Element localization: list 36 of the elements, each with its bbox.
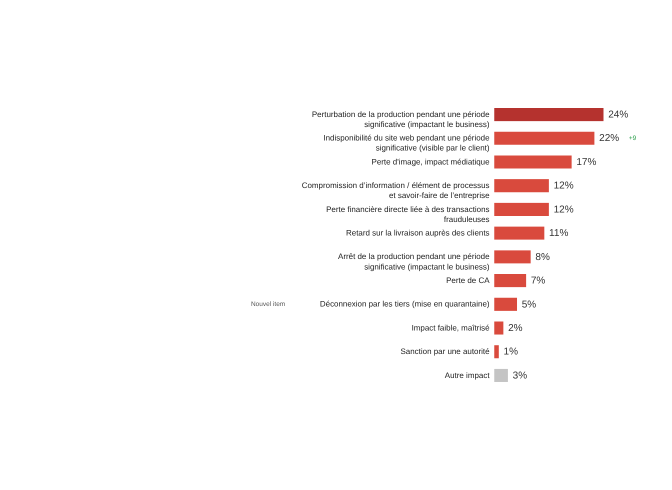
y-tick-label: Autre impact (444, 370, 490, 380)
bar (494, 179, 549, 192)
bar (494, 274, 526, 288)
data-label: 12% (554, 180, 574, 192)
data-label: 5% (522, 299, 536, 310)
bar (494, 250, 531, 264)
data-label: 7% (530, 276, 546, 287)
bar (494, 132, 594, 145)
y-tick-label: Perturbation de la production pendant une période significative (impactant le business) (312, 110, 490, 129)
y-tick-label: Retard sur la livraison auprès des clients (346, 228, 490, 238)
y-tick-label: Indisponibilité du site web pendant une période significative (visible par le client) (323, 134, 490, 153)
bar (494, 108, 604, 122)
bar (494, 345, 499, 358)
y-tick-label: Perte d'image, impact médiatique (372, 157, 490, 166)
bar (494, 202, 549, 216)
bar (494, 226, 544, 240)
data-label: 17% (576, 156, 597, 168)
data-label: 2% (508, 322, 523, 334)
y-tick-label: Compromission d’information / élément de processus et savoir-faire de l’entreprise (302, 181, 490, 200)
data-label: 22% (599, 133, 620, 144)
y-tick-label: Arrêt de la production pendant une période significative (impactant le business) (338, 252, 490, 272)
data-label: 11% (549, 228, 568, 240)
data-label: 3% (512, 370, 528, 382)
y-tick-label: Déconnexion par les tiers (mise en quarantaine) (320, 300, 490, 309)
y-tick-label: Sanction par une autorité (400, 347, 490, 356)
data-label: 1% (504, 346, 518, 358)
bar (494, 298, 518, 311)
y-tick-label: Perte de CA (446, 276, 490, 285)
data-label: 8% (535, 252, 550, 263)
y-tick-label: Impact faible, maîtrisé (412, 323, 490, 332)
bar (494, 155, 572, 169)
data-label: 12% (554, 204, 574, 216)
y-tick-label: Perte financière directe liée à des transactions frauduleuses (326, 204, 490, 224)
data-label: 24% (608, 109, 628, 120)
bar (494, 368, 508, 382)
bar (494, 321, 504, 335)
